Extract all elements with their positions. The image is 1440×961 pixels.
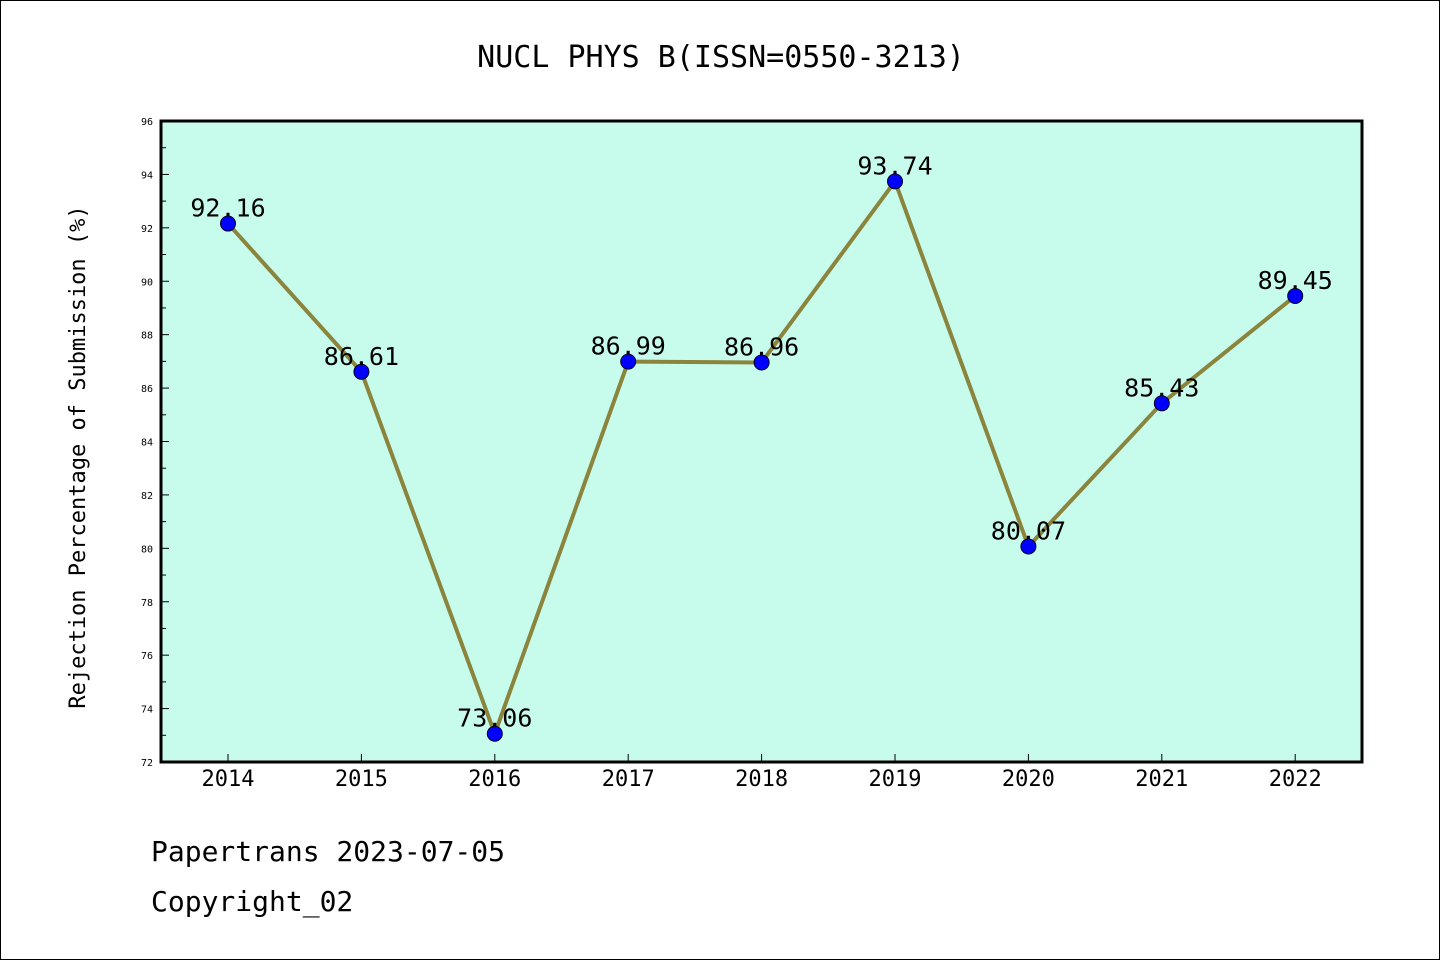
y-axis: 72 74 76 78 80 82 84 86 88 90 92 94 96 [141,117,169,769]
x-tick-label: 2016 [468,767,521,792]
y-tick-label: 80 [141,544,153,555]
plot-area [159,119,1364,764]
x-tick-label: 2021 [1135,767,1188,792]
data-point [486,725,503,742]
x-tick-label: 2017 [602,767,655,792]
y-tick-label: 90 [141,277,153,288]
y-tick-label: 88 [141,331,153,342]
data-label: 86.99 [591,332,666,361]
data-labels: 92.16 86.61 73.06 86.99 86.96 93.74 80.07 85.43… [190,151,1332,732]
data-point [1020,538,1037,555]
y-tick-label: 82 [141,491,153,502]
data-label: 93.74 [857,151,932,180]
data-label: 86.61 [324,342,399,371]
footer-copyright: Copyright_02 [151,885,354,918]
data-point [620,353,637,370]
data-series [220,173,1304,742]
data-label: 89.45 [1258,266,1333,295]
x-tick-label: 2015 [335,767,388,792]
data-point [1153,395,1170,412]
data-label: 86.96 [724,332,799,361]
data-point [887,173,903,190]
y-tick-label: 78 [141,598,153,609]
data-label: 80.07 [991,516,1066,545]
x-tick-label: 2014 [202,767,255,792]
chart-title: NUCL PHYS B(ISSN=0550-3213) [477,40,965,75]
data-label: 73.06 [457,704,532,733]
y-tick-label: 84 [141,438,153,449]
x-tick-label: 2022 [1269,767,1322,792]
data-label: 92.16 [190,194,265,223]
x-tick-label: 2018 [735,767,788,792]
y-tick-label: 86 [141,384,153,395]
y-tick-label: 96 [141,117,153,128]
y-tick-label: 94 [141,170,153,181]
y-tick-label: 72 [141,758,153,769]
y-tick-label: 92 [141,224,153,235]
y-axis-label: Rejection Percentage of Submission (%) [66,205,91,708]
y-tick-label: 74 [141,705,153,716]
x-tick-label: 2019 [869,767,922,792]
data-point [220,215,236,232]
x-tick-label: 2020 [1002,767,1055,792]
data-point [753,354,770,371]
x-axis: 2014 2015 2016 2017 2018 2019 2020 2021 2022 [202,754,1322,792]
data-point [353,363,370,380]
data-point [1287,287,1304,304]
footer-date: Papertrans 2023-07-05 [151,835,506,868]
data-label: 85.43 [1124,373,1199,402]
y-tick-label: 76 [141,651,153,662]
